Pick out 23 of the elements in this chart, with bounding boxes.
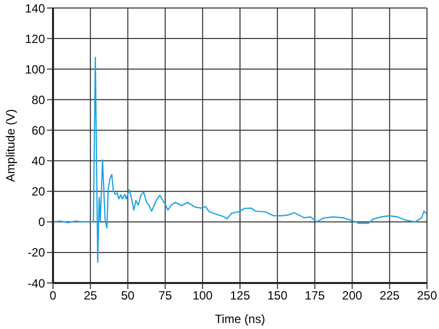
y-tick-label: 120 [24, 32, 46, 46]
x-tick-label: 100 [192, 288, 213, 303]
x-tick-label: 25 [84, 288, 98, 303]
y-tick-label: -40 [28, 276, 46, 290]
x-tick-label: 0 [50, 288, 57, 303]
y-tick-label: 60 [32, 123, 46, 138]
x-axis-title: Time (ns) [214, 312, 266, 326]
x-tick-label: 175 [304, 288, 326, 303]
y-tick-label: 100 [24, 62, 46, 76]
y-axis-title: Amplitude (V) [3, 109, 18, 182]
y-tick-label: 20 [32, 184, 46, 199]
y-tick-label: 80 [32, 92, 46, 107]
y-tick-label: 0 [38, 215, 46, 230]
x-tick-label: 250 [416, 288, 438, 303]
x-tick-label: 125 [230, 288, 250, 303]
y-tick-label: -20 [28, 246, 46, 260]
y-tick-label: 40 [32, 154, 46, 168]
x-tick-label: 225 [380, 288, 400, 303]
x-tick-label: 75 [158, 288, 172, 303]
x-tick-label: 150 [267, 288, 288, 303]
x-tick-label: 50 [121, 288, 135, 303]
x-tick-label: 200 [342, 288, 363, 303]
y-tick-label: 140 [24, 1, 46, 16]
